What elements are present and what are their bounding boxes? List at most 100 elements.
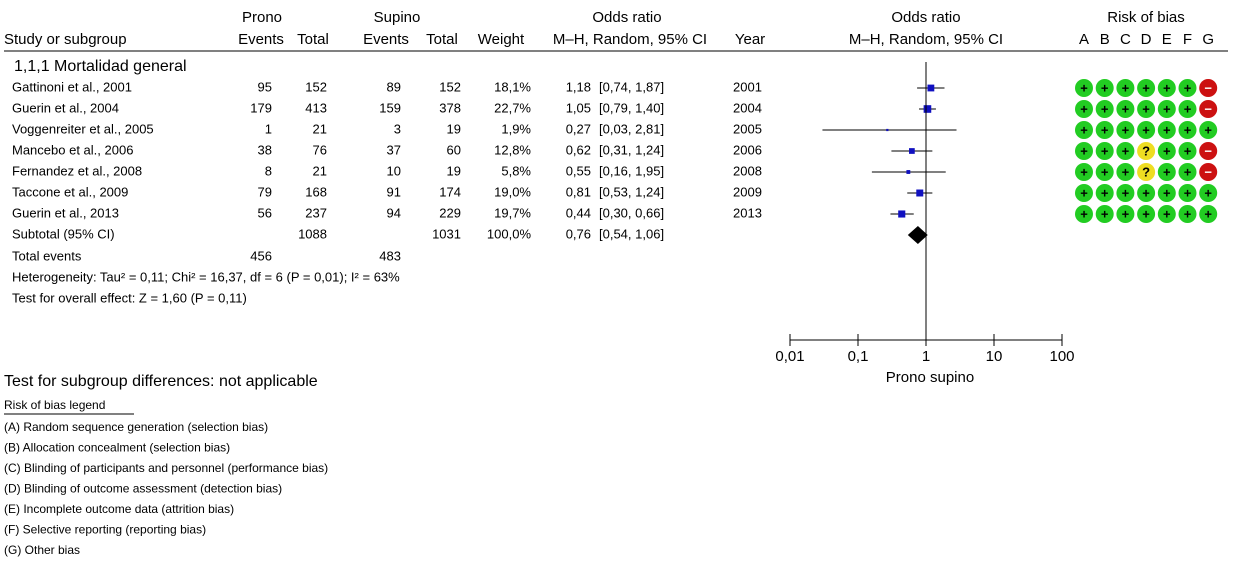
bias-circle — [1116, 184, 1135, 202]
bias-symbol: + — [1101, 143, 1109, 158]
column-header: Events — [238, 31, 284, 48]
bias-circle — [1178, 79, 1197, 97]
group-header: Risk of bias — [1107, 9, 1185, 26]
bias-circle — [1116, 163, 1135, 181]
supino-events: 159 — [379, 100, 401, 115]
year: 2009 — [733, 184, 762, 199]
supino-events: 94 — [387, 205, 401, 220]
bias-circle — [1137, 142, 1156, 160]
bias-symbol: + — [1163, 164, 1171, 179]
bias-circle — [1075, 100, 1093, 118]
study-name: Mancebo et al., 2006 — [12, 142, 133, 157]
bias-circle — [1199, 184, 1218, 202]
bias-symbol: + — [1101, 206, 1109, 221]
prono-events: 1 — [265, 121, 272, 136]
bias-symbol: + — [1101, 164, 1109, 179]
x-tick-label: 0,1 — [848, 348, 869, 365]
bias-circle — [1095, 163, 1114, 181]
supino-events: 3 — [394, 121, 401, 136]
bias-symbol: + — [1184, 101, 1192, 116]
supino-total: 174 — [439, 184, 461, 199]
bias-circle — [1199, 163, 1218, 181]
bias-circle — [1116, 100, 1135, 118]
bias-symbol: + — [1184, 206, 1192, 221]
bias-symbol: + — [1122, 101, 1130, 116]
supino-total: 19 — [447, 121, 461, 136]
column-header: M–H, Random, 95% CI — [849, 31, 1003, 48]
bias-symbol: + — [1101, 101, 1109, 116]
bias-circle — [1095, 121, 1114, 139]
bias-circle — [1199, 205, 1218, 223]
column-header: M–H, Random, 95% CI — [553, 31, 707, 48]
odds-ratio: 0,62 — [566, 142, 591, 157]
bias-symbol: + — [1122, 185, 1130, 200]
subtotal-label: Subtotal (95% CI) — [12, 226, 115, 241]
supino-total: 229 — [439, 205, 461, 220]
study-marker — [916, 189, 924, 197]
prono-total: 21 — [313, 163, 327, 178]
bias-symbol: + — [1122, 80, 1130, 95]
confidence-interval: [0,54, 1,06] — [599, 226, 664, 241]
subgroup-test: Test for subgroup differences: not appli… — [4, 373, 318, 390]
bias-circle — [1178, 100, 1197, 118]
prono-events: 95 — [258, 79, 272, 94]
bias-domain: C — [1120, 31, 1131, 48]
odds-ratio: 0,76 — [566, 226, 591, 241]
x-axis-label: Prono supino — [886, 369, 974, 386]
group-header: Supino — [374, 9, 421, 26]
bias-symbol: + — [1080, 185, 1088, 200]
bias-symbol: + — [1184, 185, 1192, 200]
bias-symbol: + — [1080, 101, 1088, 116]
prono-events: 38 — [258, 142, 272, 157]
bias-circle — [1178, 205, 1197, 223]
bias-domain: A — [1079, 31, 1089, 48]
odds-ratio: 0,55 — [566, 163, 591, 178]
prono-total: 413 — [305, 100, 327, 115]
supino-events: 37 — [387, 142, 401, 157]
bias-circle — [1075, 163, 1093, 181]
confidence-interval: [0,30, 0,66] — [599, 205, 664, 220]
study-name: Guerin et al., 2004 — [12, 100, 119, 115]
prono-events: 56 — [258, 205, 272, 220]
weight: 18,1% — [494, 79, 531, 94]
x-tick-label: 100 — [1049, 348, 1074, 365]
bias-symbol: + — [1184, 164, 1192, 179]
column-header: Total — [426, 31, 458, 48]
total-events-label: Total events — [12, 248, 82, 263]
bias-circle — [1199, 79, 1218, 97]
bias-circle — [1116, 205, 1135, 223]
legend-item: (D) Blinding of outcome assessment (dete… — [4, 482, 282, 496]
bias-symbol: + — [1122, 143, 1130, 158]
column-header: Weight — [478, 31, 525, 48]
bias-circle — [1075, 142, 1093, 160]
study-marker — [906, 170, 911, 174]
study-name: Guerin et al., 2013 — [12, 205, 119, 220]
bias-symbol: + — [1204, 122, 1212, 137]
confidence-interval: [0,79, 1,40] — [599, 100, 664, 115]
prono-total: 21 — [313, 121, 327, 136]
bias-circle — [1137, 79, 1156, 97]
bias-symbol: ? — [1142, 143, 1150, 158]
weight: 1,9% — [501, 121, 531, 136]
bias-circle — [1095, 79, 1114, 97]
bias-circle — [1095, 184, 1114, 202]
bias-circle — [1095, 205, 1114, 223]
bias-symbol: + — [1080, 164, 1088, 179]
bias-symbol: + — [1080, 80, 1088, 95]
bias-domain: B — [1100, 31, 1110, 48]
legend-title: Risk of bias legend — [4, 398, 105, 412]
overall-effect: Test for overall effect: Z = 1,60 (P = 0… — [12, 290, 247, 305]
group-header: Odds ratio — [592, 9, 661, 26]
bias-symbol: + — [1101, 122, 1109, 137]
supino-total: 378 — [439, 100, 461, 115]
bias-circle — [1157, 121, 1176, 139]
bias-symbol: + — [1184, 143, 1192, 158]
prono-events: 179 — [250, 100, 272, 115]
bias-circle — [1157, 79, 1176, 97]
study-marker — [898, 210, 906, 218]
bias-symbol: + — [1142, 122, 1150, 137]
bias-circle — [1116, 142, 1135, 160]
bias-symbol: + — [1184, 122, 1192, 137]
